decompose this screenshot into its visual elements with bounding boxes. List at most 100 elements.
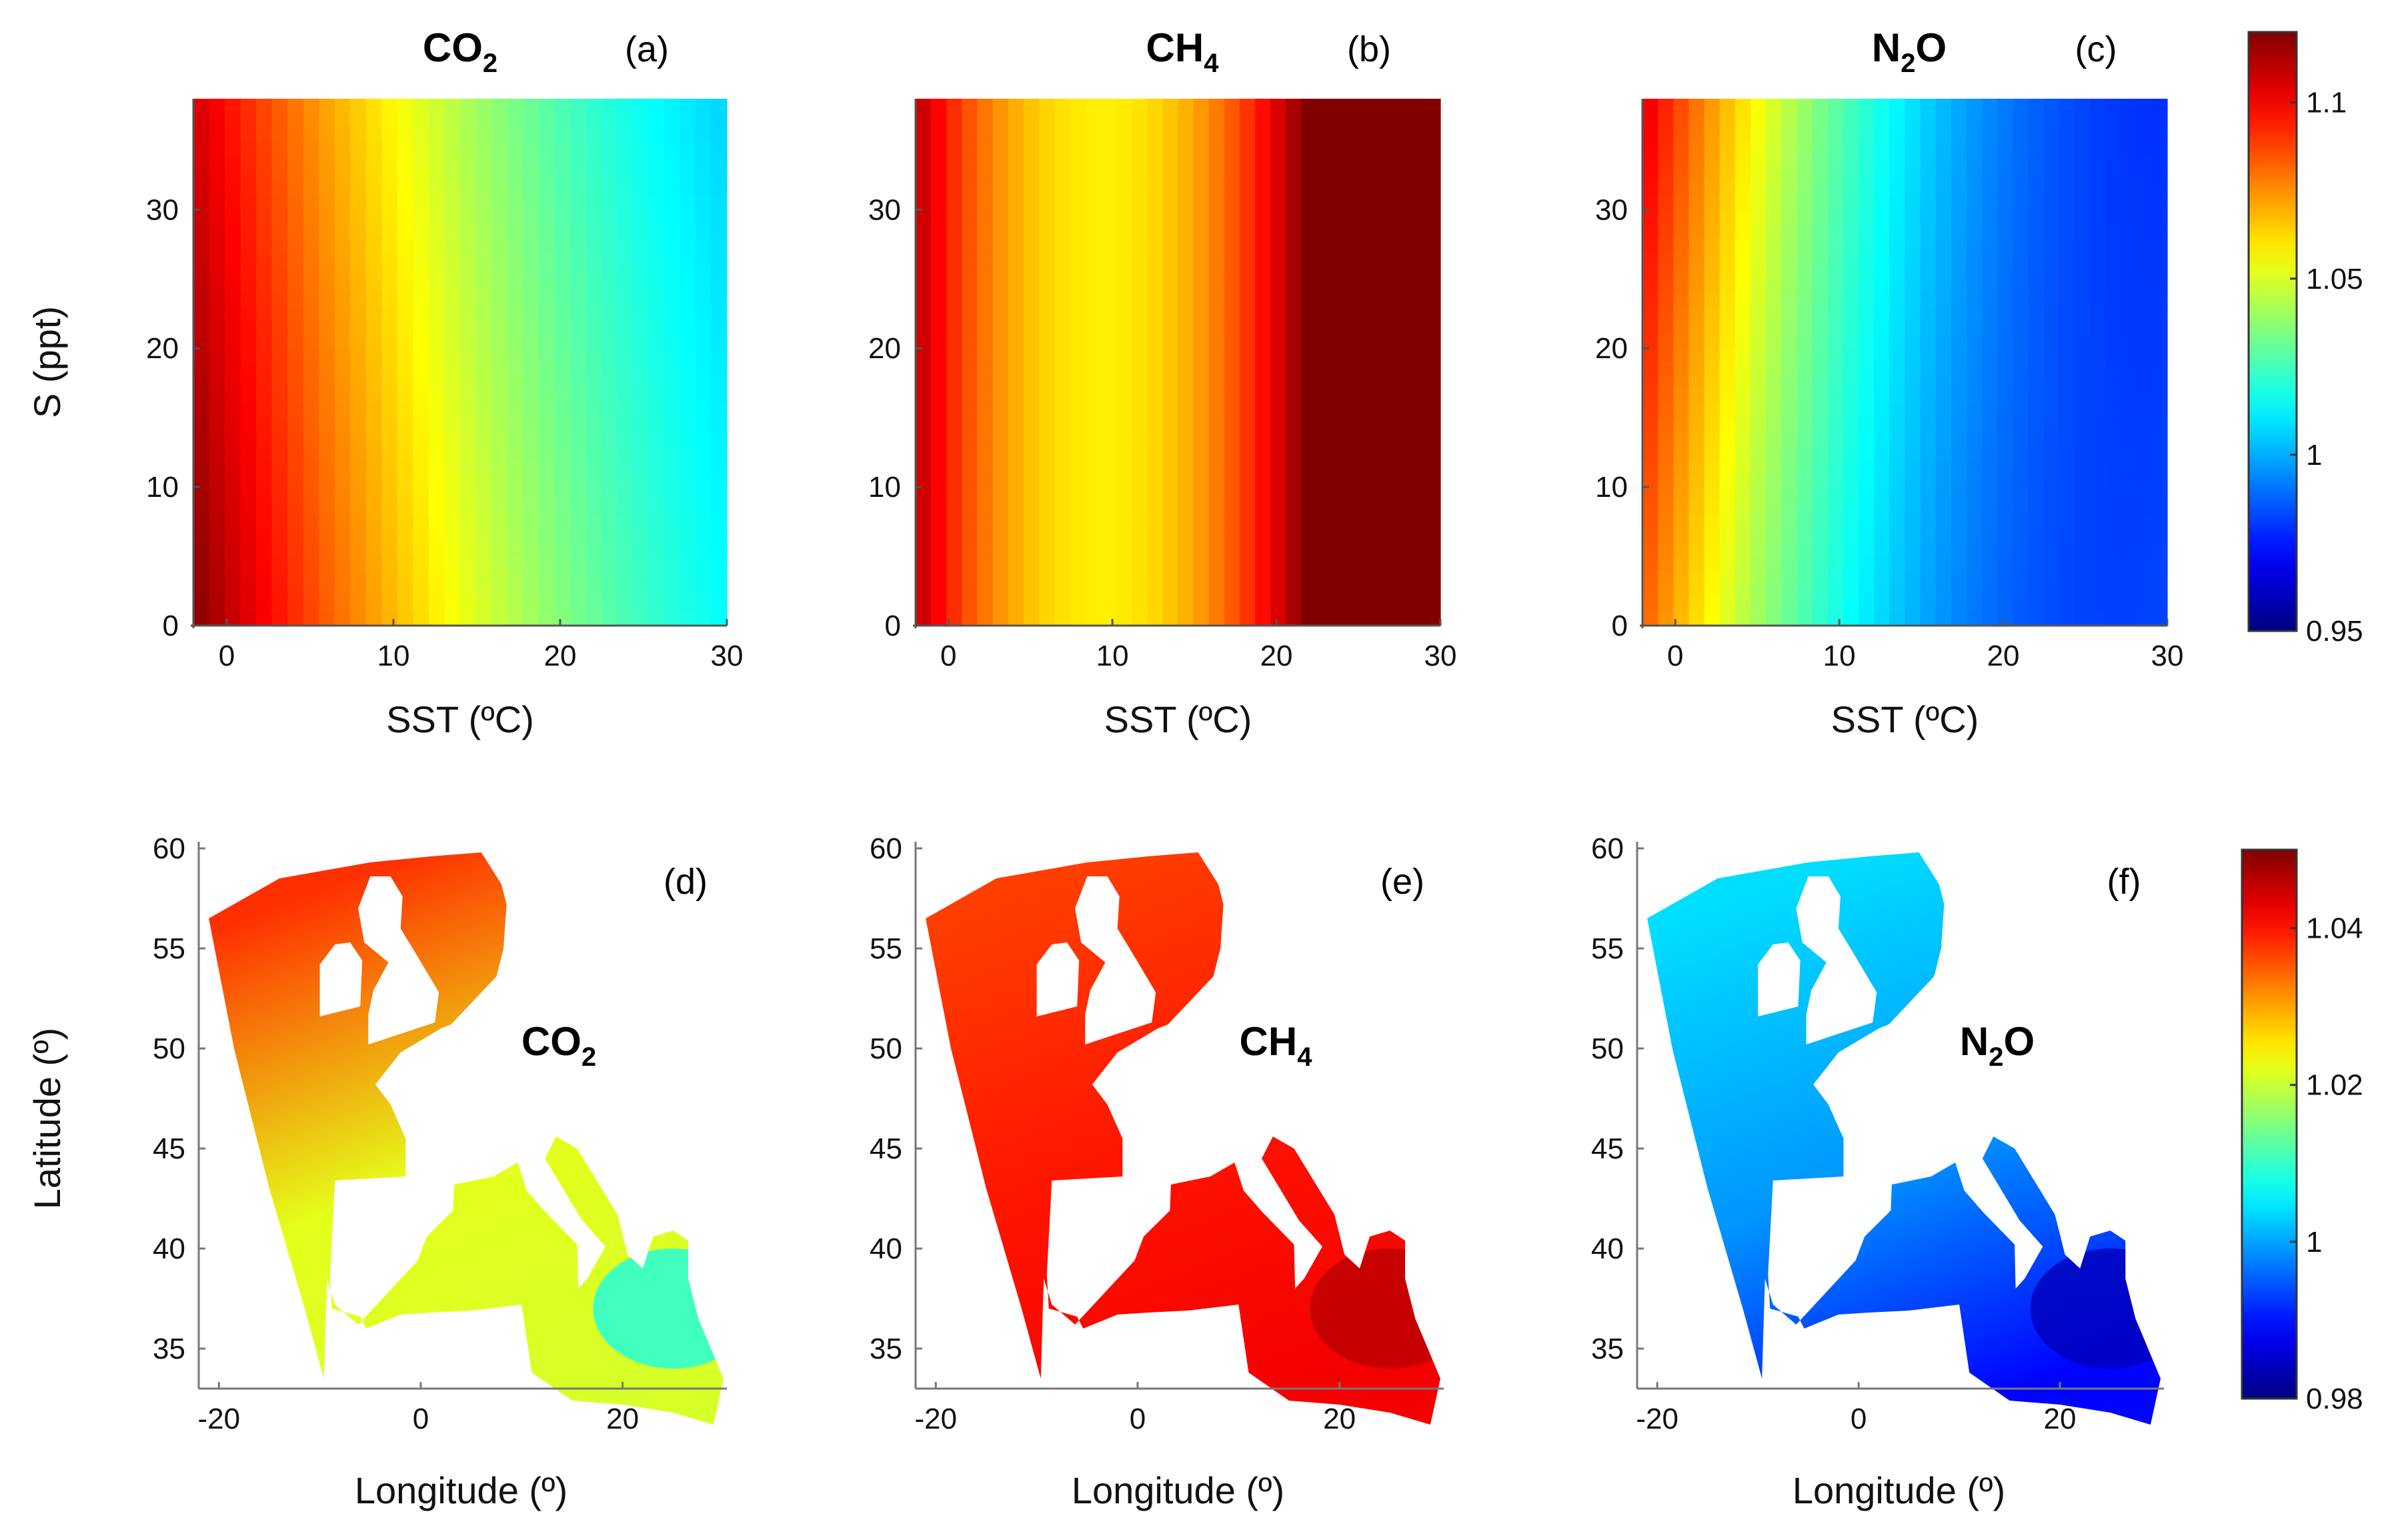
heatmap-cell [695, 459, 712, 474]
heatmap-cell [428, 528, 445, 543]
heatmap-cell [1255, 431, 1271, 446]
heatmap-cell [381, 404, 398, 418]
heatmap-cell [1008, 167, 1024, 183]
heatmap-cell [1766, 445, 1782, 460]
heatmap-cell [2136, 431, 2153, 446]
heatmap-cell [1920, 112, 1937, 127]
heatmap-cell [1967, 306, 1983, 321]
heatmap-cell [617, 528, 634, 543]
heatmap-cell [1024, 126, 1040, 141]
heatmap-cell [397, 528, 414, 543]
heatmap-cell [1905, 167, 1921, 183]
heatmap-cell [1054, 167, 1071, 183]
aegean-region [2030, 1249, 2161, 1369]
heatmap-cell [1704, 154, 1720, 169]
heatmap-cell [1378, 445, 1395, 460]
heatmap-cell [1719, 251, 1736, 266]
heatmap-cell [193, 99, 210, 113]
heatmap-cell [303, 500, 319, 516]
heatmap-cell [507, 237, 523, 252]
heatmap-cell [1132, 431, 1148, 446]
heatmap-cell [1070, 362, 1086, 377]
heatmap-cell [1301, 154, 1318, 169]
heatmap-cell [977, 195, 994, 210]
heatmap-cell [1766, 362, 1782, 377]
heatmap-cell [2136, 445, 2153, 460]
heatmap-cell [1162, 431, 1179, 446]
heatmap-cell [2075, 598, 2091, 612]
heatmap-cell [680, 570, 696, 585]
heatmap-cell [1920, 251, 1937, 266]
heatmap-cell [1162, 306, 1179, 321]
heatmap-cell [1409, 431, 1426, 446]
heatmap-cell [1132, 362, 1148, 377]
heatmap-cell [1348, 251, 1364, 266]
heatmap-cell [977, 375, 994, 391]
heatmap-cell [2059, 251, 2075, 266]
heatmap-cell [1147, 140, 1163, 155]
heatmap-cell [350, 362, 367, 377]
heatmap-cell [695, 570, 712, 585]
heatmap-cell [507, 612, 523, 626]
heatmap-cell [680, 404, 696, 418]
heatmap-cell [977, 514, 994, 530]
heatmap-cell [1704, 598, 1720, 612]
heatmap-cell [1642, 556, 1658, 571]
heatmap-cell [413, 570, 429, 585]
heatmap-cell [2121, 126, 2137, 141]
heatmap-cell [1734, 265, 1751, 279]
heatmap-cell [444, 126, 461, 141]
heatmap-cell [1024, 459, 1040, 474]
heatmap-cell [946, 570, 963, 585]
heatmap-cell [916, 348, 932, 363]
heatmap-cell [711, 487, 728, 502]
heatmap-cell [1116, 404, 1132, 418]
heatmap-cell [1424, 154, 1441, 169]
heatmap-cell [1889, 445, 1906, 460]
heatmap-cell [1070, 348, 1086, 363]
heatmap-cell [680, 126, 696, 141]
heatmap-cell [523, 404, 539, 418]
heatmap-cell [2075, 112, 2091, 127]
heatmap-cell [1363, 293, 1380, 307]
heatmap-cell [444, 404, 461, 418]
heatmap-cell [554, 404, 571, 418]
heatmap-cell [2121, 209, 2137, 224]
heatmap-cell [601, 279, 618, 293]
heatmap-cell [1240, 459, 1256, 474]
heatmap-cell [617, 570, 634, 585]
heatmap-cell [1363, 375, 1380, 391]
heatmap-cell [554, 445, 571, 460]
heatmap-cell [1827, 348, 1844, 363]
heatmap-cell [303, 598, 319, 612]
x-axis-label: SST (ºC) [1831, 698, 1979, 740]
heatmap-cell [287, 195, 304, 210]
heatmap-cell [1688, 126, 1705, 141]
heatmap-cell [1301, 237, 1318, 252]
heatmap-cell [977, 390, 994, 404]
heatmap-cell [1332, 209, 1348, 224]
heatmap-cell [460, 167, 477, 183]
heatmap-cell [2028, 348, 2045, 363]
heatmap-cell [554, 500, 571, 516]
heatmap-cell [1951, 404, 1967, 418]
heatmap-cell [1843, 404, 1859, 418]
heatmap-cell [1039, 306, 1055, 321]
heatmap-cell [2043, 348, 2060, 363]
heatmap-cell [2151, 112, 2168, 127]
heatmap-cell [1008, 251, 1024, 266]
heatmap-cell [1224, 265, 1240, 279]
heatmap-cell [1286, 612, 1302, 626]
heatmap-cell [1781, 251, 1798, 266]
heatmap-cell [1348, 375, 1364, 391]
heatmap-cell [1905, 293, 1921, 307]
heatmap-cell [538, 404, 555, 418]
heatmap-cell [1208, 348, 1225, 363]
heatmap-cell [397, 126, 414, 141]
x-axis-label: SST (ºC) [386, 698, 534, 740]
heatmap-cell [460, 459, 477, 474]
heatmap-cell [1270, 431, 1287, 446]
heatmap-cell [601, 362, 618, 377]
heatmap-cell [1920, 404, 1937, 418]
heatmap-cell [2151, 542, 2168, 557]
